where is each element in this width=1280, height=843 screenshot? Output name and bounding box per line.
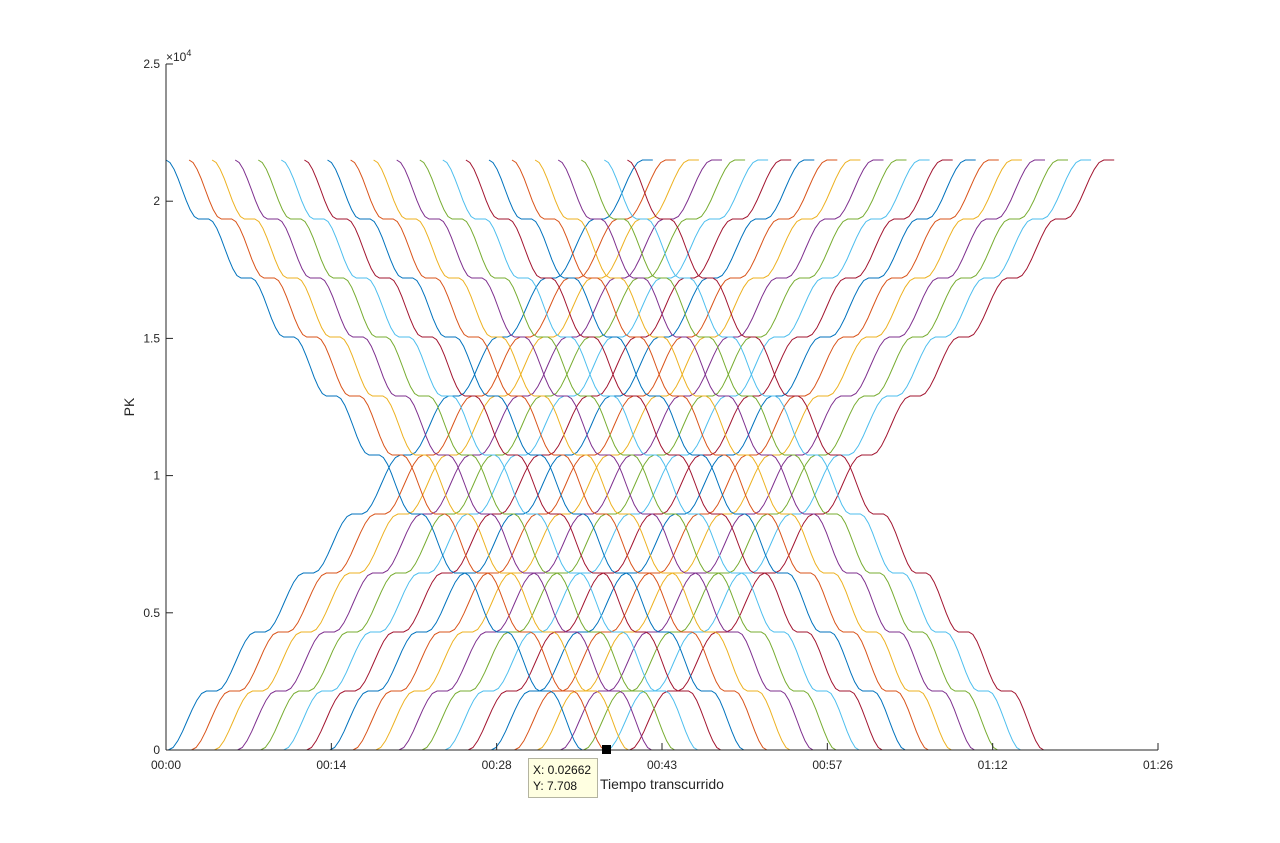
series-line xyxy=(260,159,746,751)
datatip[interactable]: X: 0.02662 Y: 7.708 xyxy=(528,758,598,798)
datatip-y: Y: 7.708 xyxy=(533,779,578,793)
x-tick-label: 00:43 xyxy=(647,758,677,772)
series-line xyxy=(419,159,847,751)
series-line xyxy=(373,159,801,751)
series-line xyxy=(329,159,815,751)
series-line xyxy=(560,159,1045,751)
series-line xyxy=(211,159,639,751)
y-exponent-label: ×104 xyxy=(166,48,191,64)
series-line xyxy=(327,159,755,751)
series-line xyxy=(165,159,593,751)
y-ticks: 0 0.5 1 1.5 2 2.5 xyxy=(143,57,173,757)
series-line xyxy=(258,159,686,751)
series-line xyxy=(606,159,1092,751)
series-line xyxy=(629,159,1115,751)
series-line xyxy=(281,159,709,751)
y-exponent-power: 4 xyxy=(186,48,191,58)
y-tick-label: 1.5 xyxy=(143,331,160,345)
y-tick-label: 2 xyxy=(153,194,160,208)
series-line xyxy=(306,159,792,751)
y-tick-label: 2.5 xyxy=(143,57,160,71)
series-line xyxy=(188,159,616,751)
series-line xyxy=(537,159,1022,751)
x-ticks: 00:00 00:14 00:28 00:43 00:57 01:12 01:26 xyxy=(151,743,1173,772)
series-line xyxy=(581,159,1008,751)
series-line xyxy=(514,159,999,751)
series-line xyxy=(304,159,732,751)
series-line xyxy=(534,159,962,751)
datatip-marker[interactable] xyxy=(602,745,611,754)
series-line xyxy=(396,159,824,751)
series-line xyxy=(375,159,861,751)
series-line xyxy=(442,159,870,751)
x-tick-label: 00:00 xyxy=(151,758,181,772)
series-line xyxy=(421,159,907,751)
x-tick-label: 00:57 xyxy=(812,758,842,772)
x-tick-label: 01:26 xyxy=(1143,758,1173,772)
axes xyxy=(165,64,1158,751)
series-line xyxy=(168,159,653,751)
series-line xyxy=(283,159,769,751)
y-tick-label: 0.5 xyxy=(143,606,160,620)
series-line xyxy=(237,159,722,751)
y-tick-label: 0 xyxy=(153,743,160,757)
series-line xyxy=(511,159,939,751)
y-tick-label: 1 xyxy=(153,469,160,483)
series-line xyxy=(467,159,953,751)
x-tick-label: 00:14 xyxy=(316,758,346,772)
series-line xyxy=(604,159,1032,751)
y-axis-title: PK xyxy=(121,397,137,416)
series-line xyxy=(491,159,976,751)
series-line xyxy=(465,159,893,751)
series-line xyxy=(350,159,778,751)
series-line xyxy=(557,159,985,751)
series-line xyxy=(214,159,699,751)
x-axis-title: Tiempo transcurrido xyxy=(600,776,724,792)
series-lines xyxy=(165,159,1115,751)
series-line xyxy=(444,159,930,751)
series-line xyxy=(488,159,916,751)
series-line xyxy=(191,159,676,751)
series-line xyxy=(234,159,662,751)
datatip-x: X: 0.02662 xyxy=(533,763,592,777)
series-line xyxy=(398,159,884,751)
series-line xyxy=(627,159,1055,751)
series-line xyxy=(583,159,1068,751)
series-line xyxy=(352,159,838,751)
x-tick-label: 00:28 xyxy=(482,758,512,772)
x-tick-label: 01:12 xyxy=(978,758,1008,772)
